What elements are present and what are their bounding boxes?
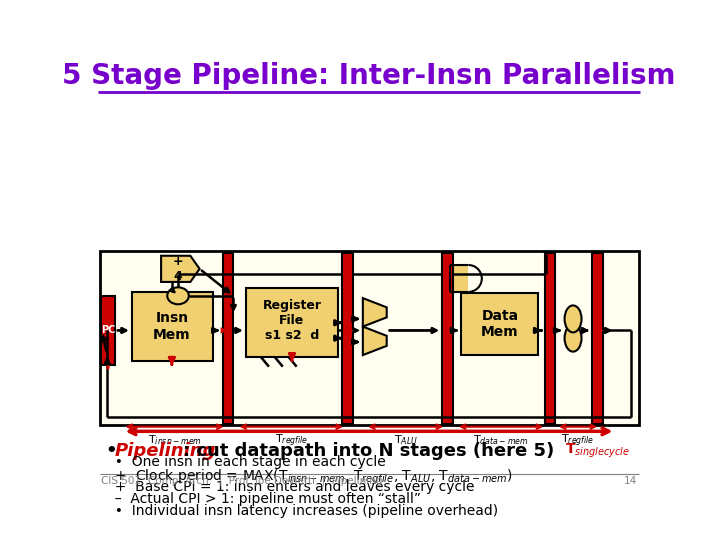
Text: 5 Stage Pipeline: Inter-Insn Parallelism: 5 Stage Pipeline: Inter-Insn Parallelism: [62, 62, 676, 90]
Text: 14: 14: [624, 476, 637, 486]
Text: +  Clock period = MAX(T$_{insn-mem}$, T$_{regfile}$, T$_{ALU}$, T$_{data-mem}$): + Clock period = MAX(T$_{insn-mem}$, T$_…: [106, 468, 513, 487]
Text: –  Actual CPI > 1: pipeline must often “stall”: – Actual CPI > 1: pipeline must often “s…: [106, 492, 420, 506]
Bar: [101, 296, 115, 365]
Text: Insn
Mem: Insn Mem: [153, 312, 191, 342]
Text: •: •: [106, 442, 117, 460]
Text: T$_{singlecycle}$: T$_{singlecycle}$: [564, 442, 629, 461]
Text: •  Individual insn latency increases (pipeline overhead): • Individual insn latency increases (pip…: [106, 504, 498, 518]
Ellipse shape: [167, 287, 189, 304]
Polygon shape: [161, 256, 199, 282]
Bar: [442, 253, 453, 423]
Text: T$_{regfile}$: T$_{regfile}$: [562, 433, 595, 449]
Text: +
4: + 4: [173, 255, 184, 283]
Bar: [462, 294, 539, 355]
Bar: [132, 292, 212, 361]
Bar: [544, 253, 555, 423]
Bar: [222, 253, 233, 423]
Polygon shape: [363, 298, 387, 327]
Text: •  One insn in each stage in each cycle: • One insn in each stage in each cycle: [106, 455, 385, 469]
Text: : cut datapath into N stages (here 5): : cut datapath into N stages (here 5): [183, 442, 554, 460]
Text: T$_{data-mem}$: T$_{data-mem}$: [473, 433, 528, 447]
Bar: [99, 251, 639, 425]
Polygon shape: [363, 327, 387, 355]
Text: Register
File
s1 s2  d: Register File s1 s2 d: [263, 299, 322, 342]
Ellipse shape: [564, 325, 582, 352]
Text: T$_{regfile}$: T$_{regfile}$: [274, 433, 308, 449]
Text: T$_{insn-mem}$: T$_{insn-mem}$: [148, 433, 202, 447]
FancyBboxPatch shape: [450, 265, 468, 292]
Bar: [593, 253, 603, 423]
Text: PC: PC: [101, 326, 115, 335]
Text: CIS 501: Comp. Arch.  |  Prof. Joe Devietti  |  Pipelining: CIS 501: Comp. Arch. | Prof. Joe Deviett…: [101, 476, 382, 487]
Ellipse shape: [564, 306, 582, 333]
Bar: [342, 253, 353, 423]
Text: Data
Mem: Data Mem: [481, 309, 518, 340]
Text: T$_{ALU}$: T$_{ALU}$: [394, 433, 418, 447]
Text: Pipelining: Pipelining: [115, 442, 217, 460]
Text: +  Base CPI = 1: insn enters and leaves every cycle: + Base CPI = 1: insn enters and leaves e…: [106, 480, 474, 494]
Bar: [246, 288, 338, 357]
